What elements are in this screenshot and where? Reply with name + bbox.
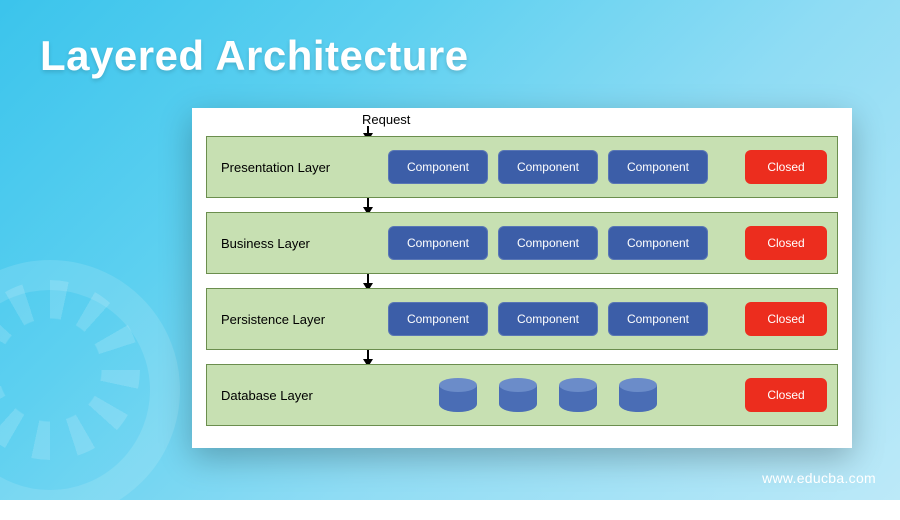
cylinders-row bbox=[361, 378, 735, 412]
closed-badge: Closed bbox=[745, 150, 827, 184]
database-cylinder-icon bbox=[619, 378, 657, 412]
layer-presentation: Presentation Layer Component Component C… bbox=[206, 136, 838, 198]
components-row: Component Component Component bbox=[361, 150, 735, 184]
component-box: Component bbox=[498, 302, 598, 336]
closed-badge: Closed bbox=[745, 302, 827, 336]
database-cylinder-icon bbox=[439, 378, 477, 412]
component-box: Component bbox=[388, 150, 488, 184]
layer-database: Database Layer Closed bbox=[206, 364, 838, 426]
layers-container: Presentation Layer Component Component C… bbox=[206, 136, 838, 426]
footer-url: www.educba.com bbox=[762, 470, 876, 486]
layer-label: Presentation Layer bbox=[221, 160, 361, 175]
components-row: Component Component Component bbox=[361, 226, 735, 260]
component-box: Component bbox=[608, 150, 708, 184]
closed-badge: Closed bbox=[745, 226, 827, 260]
layer-persistence: Persistence Layer Component Component Co… bbox=[206, 288, 838, 350]
component-box: Component bbox=[498, 150, 598, 184]
layer-label: Business Layer bbox=[221, 236, 361, 251]
diagram-panel: Request Presentation Layer Component Com… bbox=[192, 108, 852, 448]
layer-label: Persistence Layer bbox=[221, 312, 361, 327]
decorative-gear bbox=[0, 280, 140, 460]
page-title: Layered Architecture bbox=[40, 32, 469, 80]
layer-business: Business Layer Component Component Compo… bbox=[206, 212, 838, 274]
closed-badge: Closed bbox=[745, 378, 827, 412]
component-box: Component bbox=[608, 226, 708, 260]
components-row: Component Component Component bbox=[361, 302, 735, 336]
database-cylinder-icon bbox=[559, 378, 597, 412]
component-box: Component bbox=[388, 302, 488, 336]
request-label: Request bbox=[362, 112, 410, 127]
component-box: Component bbox=[388, 226, 488, 260]
component-box: Component bbox=[608, 302, 708, 336]
database-cylinder-icon bbox=[499, 378, 537, 412]
component-box: Component bbox=[498, 226, 598, 260]
layer-label: Database Layer bbox=[221, 388, 361, 403]
